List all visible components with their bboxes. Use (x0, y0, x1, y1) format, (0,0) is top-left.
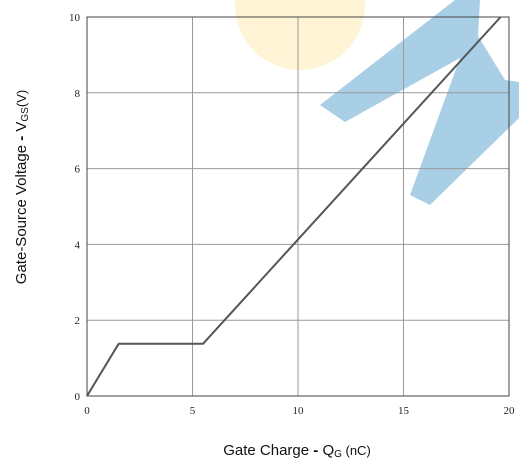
y-tick-label: 10 (69, 12, 81, 24)
x-tick-label: 0 (84, 405, 90, 417)
y-tick-label: 4 (75, 239, 81, 251)
y-axis-label-subscript: GS (20, 107, 31, 122)
x-axis-label-unit: (nC) (342, 443, 371, 458)
plot-frame (86, 16, 510, 397)
x-axis-label-symbol: Q (322, 442, 334, 459)
x-tick-label: 20 (504, 405, 516, 417)
watermark-yellow-shape (235, 0, 365, 70)
y-tick-label: 8 (75, 88, 81, 100)
x-axis-label: Gate Charge - QG (nC) (223, 442, 371, 460)
grid (86, 16, 510, 397)
series-line (86, 16, 502, 397)
y-tick-label: 2 (75, 315, 81, 327)
y-axis-label-text: Gate-Source Voltage (13, 145, 30, 284)
y-tick-label: 0 (75, 391, 81, 403)
y-axis-label-separator: - (13, 132, 30, 145)
y-axis-label-unit: (V) (14, 90, 29, 107)
watermark (235, 0, 519, 205)
y-tick-label: 6 (75, 164, 81, 176)
y-axis-label-symbol: V (13, 122, 30, 132)
series-layer (86, 16, 502, 397)
y-axis-label: Gate-Source Voltage - VGS(V) (13, 90, 31, 284)
x-tick-label: 10 (293, 405, 305, 417)
x-axis-label-separator: - (309, 442, 322, 459)
x-tick-label: 5 (190, 405, 196, 417)
y-tick-labels: 0 2 4 6 8 10 (69, 12, 81, 403)
x-tick-labels: 0 5 10 15 20 (84, 405, 515, 417)
x-axis-label-text: Gate Charge (223, 442, 309, 459)
x-axis-label-subscript: G (334, 449, 342, 460)
x-tick-label: 15 (398, 405, 410, 417)
